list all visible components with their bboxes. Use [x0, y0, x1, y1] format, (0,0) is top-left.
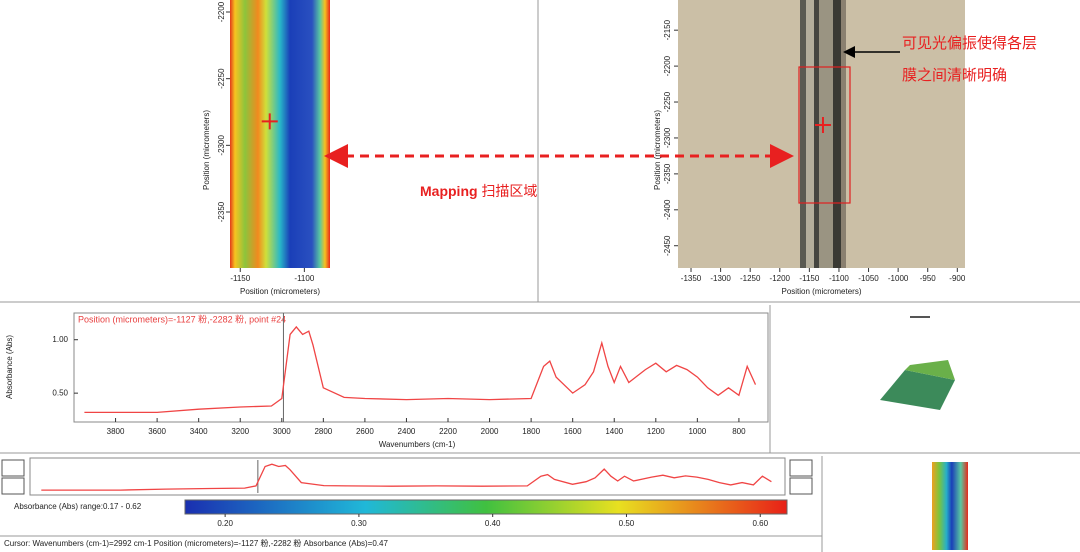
x-tick-label: 2600 [356, 427, 374, 436]
x-tick-label: 1200 [647, 427, 665, 436]
x-tick-label: 2400 [398, 427, 416, 436]
scan-region [798, 66, 851, 204]
x-tick-label: -1300 [710, 274, 731, 283]
y-tick-label: -2350 [663, 163, 672, 184]
colorbar-tick-label: 0.60 [752, 519, 768, 528]
x-tick-label: -1100 [829, 274, 849, 283]
x-tick-label: 3800 [107, 427, 125, 436]
thumbnail-map [932, 462, 968, 550]
colorbar-tick-label: 0.30 [351, 519, 367, 528]
y-tick-label: -2150 [663, 19, 672, 40]
x-tick-label: -1100 [294, 274, 314, 283]
x-tick-label: 1600 [564, 427, 582, 436]
y-axis-label: Absorbance (Abs) [5, 335, 14, 399]
colorbar-tick-label: 0.20 [217, 519, 233, 528]
y-tick-label: -2200 [663, 55, 672, 76]
colorbar-label: Absorbance (Abs) range:0.17 - 0.62 [14, 502, 142, 511]
status-bar: Cursor: Wavenumbers (cm-1)=2992 cm-1 Pos… [4, 538, 388, 548]
annotation: 可见光偏振使得各层 [902, 35, 1037, 52]
x-tick-label: 800 [732, 427, 746, 436]
y-tick-label: 1.00 [52, 335, 68, 344]
nav-buttons[interactable] [1, 459, 813, 495]
colorbar-tick-label: 0.50 [619, 519, 635, 528]
spectrum-line [84, 325, 757, 414]
x-tick-label: 1000 [688, 427, 706, 436]
y-tick-label: -2250 [217, 68, 226, 89]
y-tick-label: -2200 [217, 1, 226, 22]
x-tick-label: 2800 [314, 427, 332, 436]
thumbnail-3d [880, 316, 955, 410]
y-tick-label: -2300 [217, 135, 226, 156]
annotation: 膜之间清晰明确 [902, 67, 1007, 84]
colorbar-tick-label: 0.40 [485, 519, 501, 528]
y-tick-label: -2300 [663, 127, 672, 148]
marker [261, 113, 278, 130]
colorbar [184, 499, 788, 515]
y-tick-label: -2350 [217, 201, 226, 222]
x-tick-label: -900 [949, 274, 966, 283]
x-tick-label: 2000 [481, 427, 499, 436]
spectrum-title: Position (micrometers)=-1127 粉,-2282 粉, … [78, 313, 286, 324]
annotation: Mapping 扫描区域 [420, 183, 537, 199]
y-axis-label: Position (micrometers) [653, 110, 662, 190]
y-tick-label: -2400 [663, 199, 672, 220]
x-tick-label: 3000 [273, 427, 291, 436]
y-tick-label: -2250 [663, 91, 672, 112]
marker [814, 117, 831, 134]
x-tick-label: -1150 [230, 274, 250, 283]
x-tick-label: 2200 [439, 427, 457, 436]
plot-frame [73, 312, 769, 423]
x-tick-label: -1200 [770, 274, 791, 283]
x-axis-label: Wavenumbers (cm-1) [379, 440, 456, 449]
x-tick-label: 3400 [190, 427, 208, 436]
x-tick-label: -950 [920, 274, 937, 283]
y-tick-label: -2450 [663, 235, 672, 256]
x-tick-label: -1050 [858, 274, 879, 283]
x-tick-label: 1800 [522, 427, 540, 436]
map-image [230, 0, 330, 268]
y-tick-label: 0.50 [52, 388, 68, 397]
x-tick-label: 3600 [148, 427, 166, 436]
y-axis-label: Position (micrometers) [202, 110, 211, 190]
x-tick-label: 1400 [605, 427, 623, 436]
x-axis-label: Position (micrometers) [240, 287, 320, 296]
x-tick-label: 3200 [231, 427, 249, 436]
x-tick-label: -1250 [740, 274, 761, 283]
x-tick-label: -1150 [799, 274, 819, 283]
photo-layers [800, 0, 846, 268]
spectrum-line [41, 463, 772, 491]
overview-frame [29, 457, 786, 496]
x-axis-label: Position (micrometers) [781, 287, 861, 296]
x-tick-label: -1350 [681, 274, 702, 283]
x-tick-label: -1000 [888, 274, 909, 283]
